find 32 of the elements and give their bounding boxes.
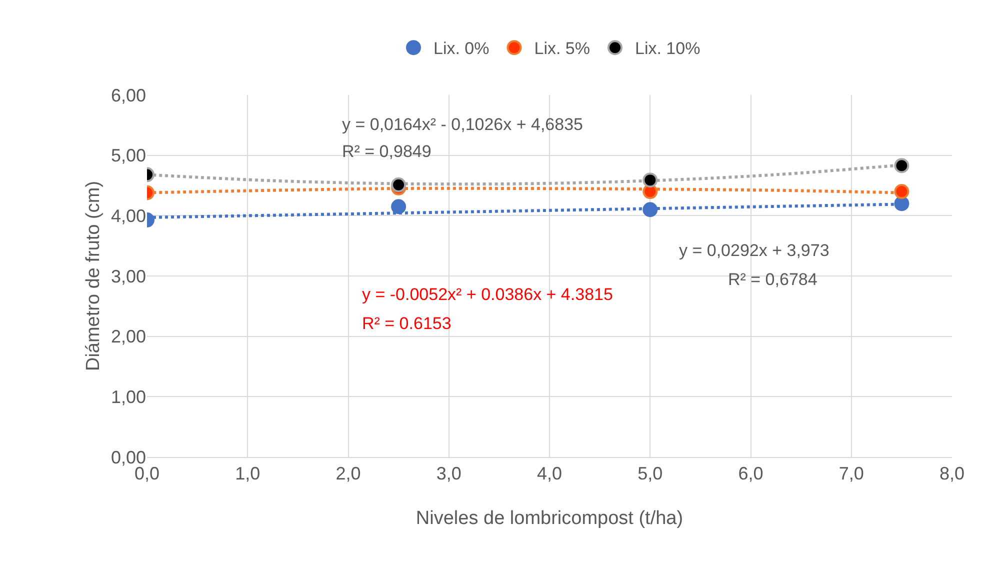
point	[391, 177, 406, 192]
y-tick-label: 5,00	[110, 146, 146, 166]
annotation: y = 0,0292x + 3,973	[679, 241, 830, 260]
y-tick-label: 3,00	[110, 266, 146, 286]
annotation: R² = 0.6153	[362, 314, 452, 333]
x-tick-label: 7,0	[838, 464, 864, 484]
point	[642, 202, 658, 218]
y-tick-label: 6,00	[110, 85, 146, 106]
legend-label: Lix. 5%	[534, 39, 590, 58]
x-axis-title: Niveles de lombricompost (t/ha)	[416, 508, 684, 529]
point	[642, 172, 658, 188]
x-tick-label: 1,0	[235, 464, 260, 484]
annotation: y = -0.0052x² + 0.0386x + 4.3815	[362, 285, 613, 304]
annotation: y = 0,0164x² - 0,1026x + 4,6835	[342, 115, 584, 134]
legend-label: Lix. 0%	[434, 39, 490, 58]
y-tick-label: 2,00	[110, 326, 146, 347]
annotation: R² = 0,6784	[728, 270, 818, 289]
annotation: R² = 0,9849	[342, 142, 432, 161]
x-tick-label: 8,0	[939, 464, 965, 484]
point	[894, 158, 910, 174]
legend-label: Lix. 10%	[635, 39, 700, 58]
x-tick-label: 2,0	[336, 464, 361, 484]
x-tick-label: 4,0	[536, 464, 562, 484]
y-tick-label: 4,00	[110, 206, 146, 226]
x-tick-label: 6,0	[738, 464, 764, 484]
y-axis-title: Diámetro de fruto (cm)	[83, 180, 104, 372]
point	[391, 199, 406, 214]
x-tick-label: 5,0	[638, 464, 663, 484]
y-tick-label: 1,00	[110, 386, 146, 407]
x-tick-label: 3,0	[436, 464, 462, 484]
point	[894, 196, 910, 212]
point	[894, 184, 910, 200]
